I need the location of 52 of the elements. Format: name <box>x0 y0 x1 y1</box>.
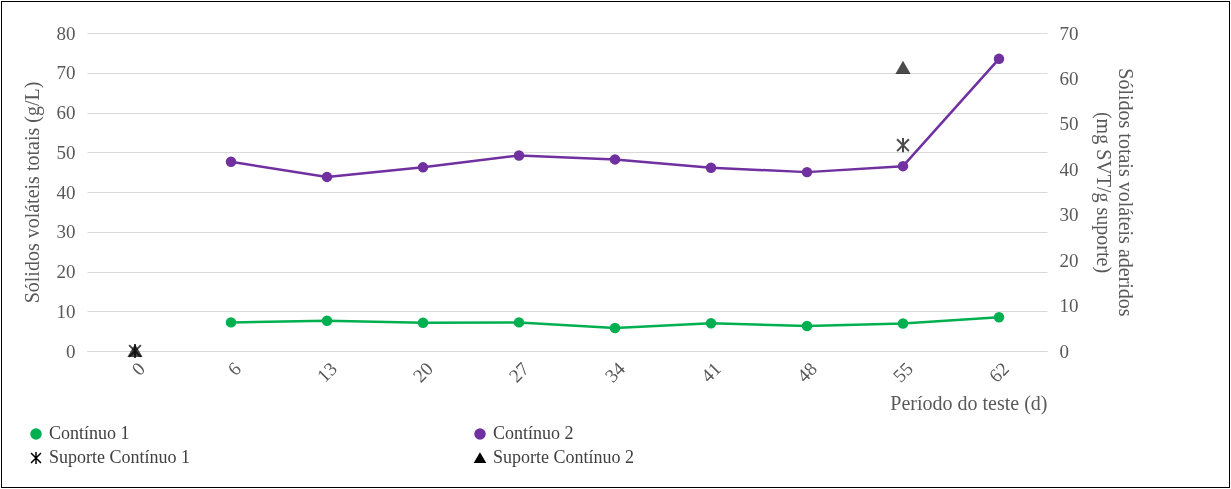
x-tick-label: 20 <box>408 358 437 387</box>
x-tick-label: 13 <box>312 358 341 387</box>
x-tick-label: 41 <box>696 358 725 387</box>
legend-label: Suporte Contínuo 1 <box>49 447 191 467</box>
point <box>225 156 237 168</box>
y-axis-title: Sólidos voláteis totais (g/L) <box>20 81 44 304</box>
point <box>801 166 813 178</box>
y2-axis-title: Sólidos totais voláteis aderidos (mg SVT/g suporte) <box>1091 68 1137 317</box>
point <box>705 162 717 173</box>
y2-tick-label: 40 <box>1059 158 1079 180</box>
y-tick-label: 20 <box>56 261 76 282</box>
point <box>513 317 525 328</box>
x-axis-title: Período do teste (d) <box>890 392 1048 416</box>
y2-tick-label: 0 <box>1059 340 1069 362</box>
y-tick-label: 0 <box>66 340 76 362</box>
y-tick-label: 80 <box>56 22 76 44</box>
point <box>225 317 237 328</box>
x-tick-label: 62 <box>984 358 1013 387</box>
y-tick-label: 60 <box>56 102 76 123</box>
y2-tick-label: 20 <box>1059 249 1079 271</box>
point <box>417 162 429 173</box>
y-tick-label: 10 <box>56 300 76 322</box>
y-tick-label: 30 <box>56 221 76 243</box>
point <box>993 311 1005 323</box>
legend-label: Suporte Contínuo 2 <box>493 447 635 467</box>
point <box>513 150 525 161</box>
x-tick-label: 55 <box>888 358 917 387</box>
point <box>609 322 621 334</box>
y2-tick-label: 70 <box>1059 22 1079 44</box>
x-tick-label: 27 <box>504 358 533 387</box>
y-tick-label: 70 <box>56 62 76 84</box>
point <box>897 160 909 172</box>
legend-label: Contínuo 1 <box>49 423 130 443</box>
y2-tick-label: 60 <box>1059 67 1079 89</box>
x-tick-label: 6 <box>223 358 245 380</box>
point <box>609 154 621 165</box>
point <box>705 317 717 329</box>
y-tick-label: 50 <box>56 141 76 163</box>
y2-tick-label: 10 <box>1059 295 1079 317</box>
x-tick-label: 48 <box>792 358 821 387</box>
y-tick-label: 40 <box>56 181 76 203</box>
point <box>417 317 429 329</box>
x-tick-label: 34 <box>600 357 630 387</box>
point <box>993 53 1005 65</box>
point <box>897 318 909 329</box>
point <box>321 171 333 183</box>
y2-tick-label: 30 <box>1059 204 1079 226</box>
y2-tick-label: 50 <box>1059 113 1079 135</box>
legend-label: Contínuo 2 <box>493 423 574 443</box>
point <box>801 320 813 332</box>
point <box>321 315 333 327</box>
x-tick-label: 0 <box>127 358 149 380</box>
